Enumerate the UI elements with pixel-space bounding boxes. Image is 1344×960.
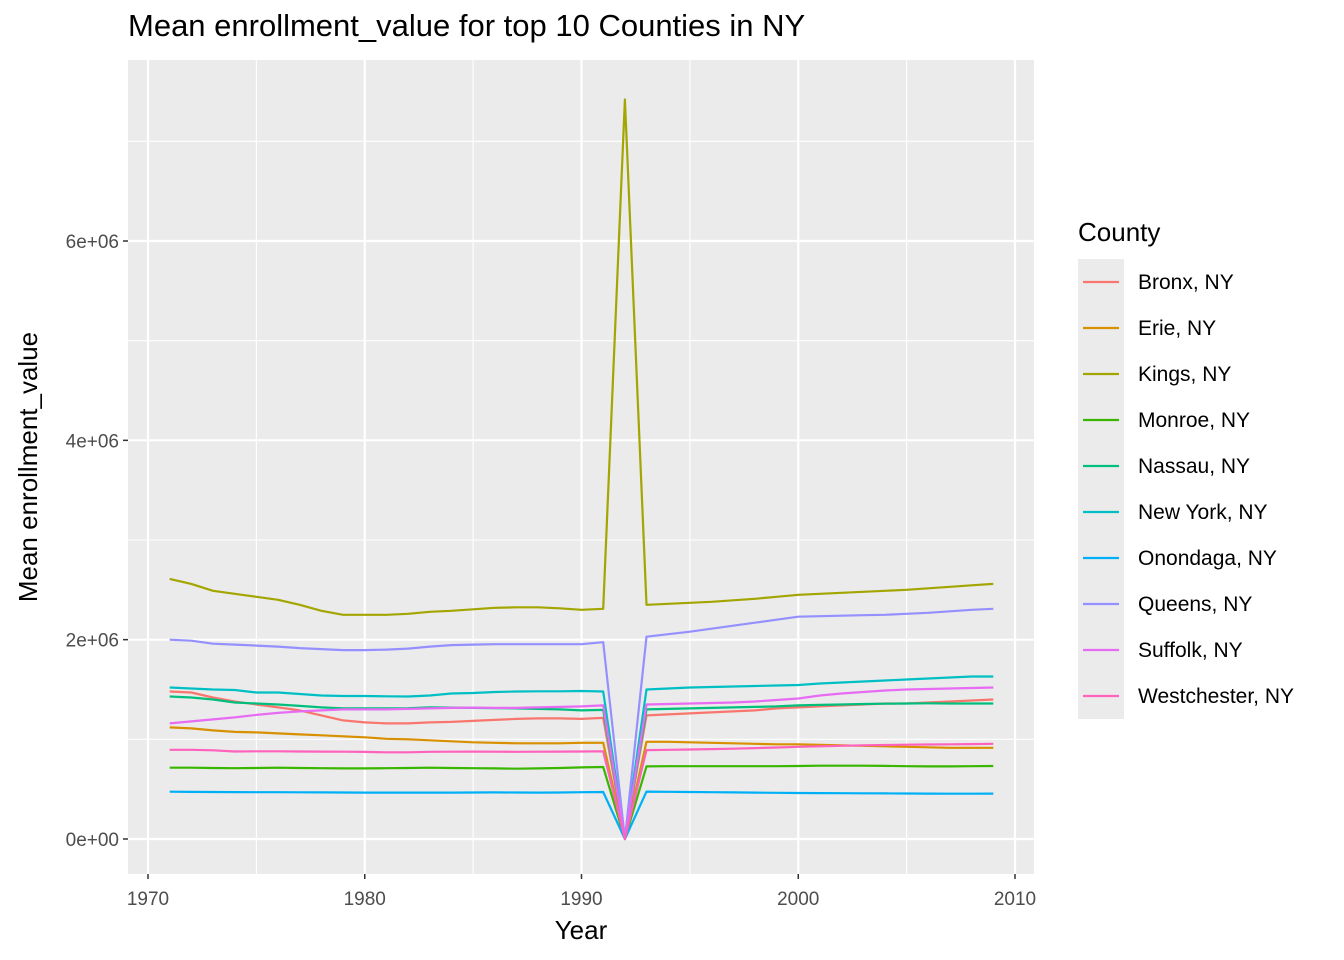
legend-label: Nassau, NY: [1138, 455, 1250, 478]
series-line-onondaga-ny: [169, 790, 994, 841]
x-tick-label: 2000: [777, 889, 819, 910]
legend: County Bronx, NY Erie, NY Kings, NY Monroe,…: [1078, 217, 1294, 719]
legend-label: Bronx, NY: [1138, 271, 1234, 294]
y-axis-title: Mean enrollment_value: [13, 332, 43, 602]
major-gridlines: [128, 60, 1034, 874]
legend-label: New York, NY: [1138, 501, 1268, 524]
x-tick-label: 1970: [127, 889, 169, 910]
legend-label: Onondaga, NY: [1138, 547, 1277, 570]
legend-label: Queens, NY: [1138, 593, 1252, 616]
y-axis: 0e+00 2e+06 4e+06 6e+06: [66, 232, 128, 851]
series-line-kings-ny: [169, 98, 994, 616]
chart-title: Mean enrollment_value for top 10 Countie…: [128, 8, 806, 43]
legend-label: Kings, NY: [1138, 363, 1231, 386]
series-line-suffolk-ny: [169, 686, 994, 841]
legend-label: Suffolk, NY: [1138, 639, 1243, 662]
x-tick-label: 2010: [994, 889, 1036, 910]
series-lines: [169, 98, 994, 841]
series-line-queens-ny: [169, 607, 994, 841]
y-tick-label: 6e+06: [66, 232, 119, 253]
x-tick-label: 1990: [560, 889, 602, 910]
series-line-westchester-ny: [169, 742, 994, 841]
x-tick-label: 1980: [344, 889, 386, 910]
legend-label: Westchester, NY: [1138, 685, 1294, 708]
x-axis-title: Year: [555, 915, 608, 945]
legend-title: County: [1078, 217, 1160, 247]
y-tick-label: 0e+00: [66, 830, 119, 851]
x-axis: 1970 1980 1990 2000 2010: [127, 874, 1036, 910]
series-line-nassau-ny: [169, 695, 994, 841]
series-line-monroe-ny: [169, 764, 994, 841]
legend-label: Erie, NY: [1138, 317, 1216, 340]
legend-label: Monroe, NY: [1138, 409, 1250, 432]
series-line-new-york-ny: [169, 675, 994, 841]
y-tick-label: 4e+06: [66, 431, 119, 452]
y-tick-label: 2e+06: [66, 631, 119, 652]
